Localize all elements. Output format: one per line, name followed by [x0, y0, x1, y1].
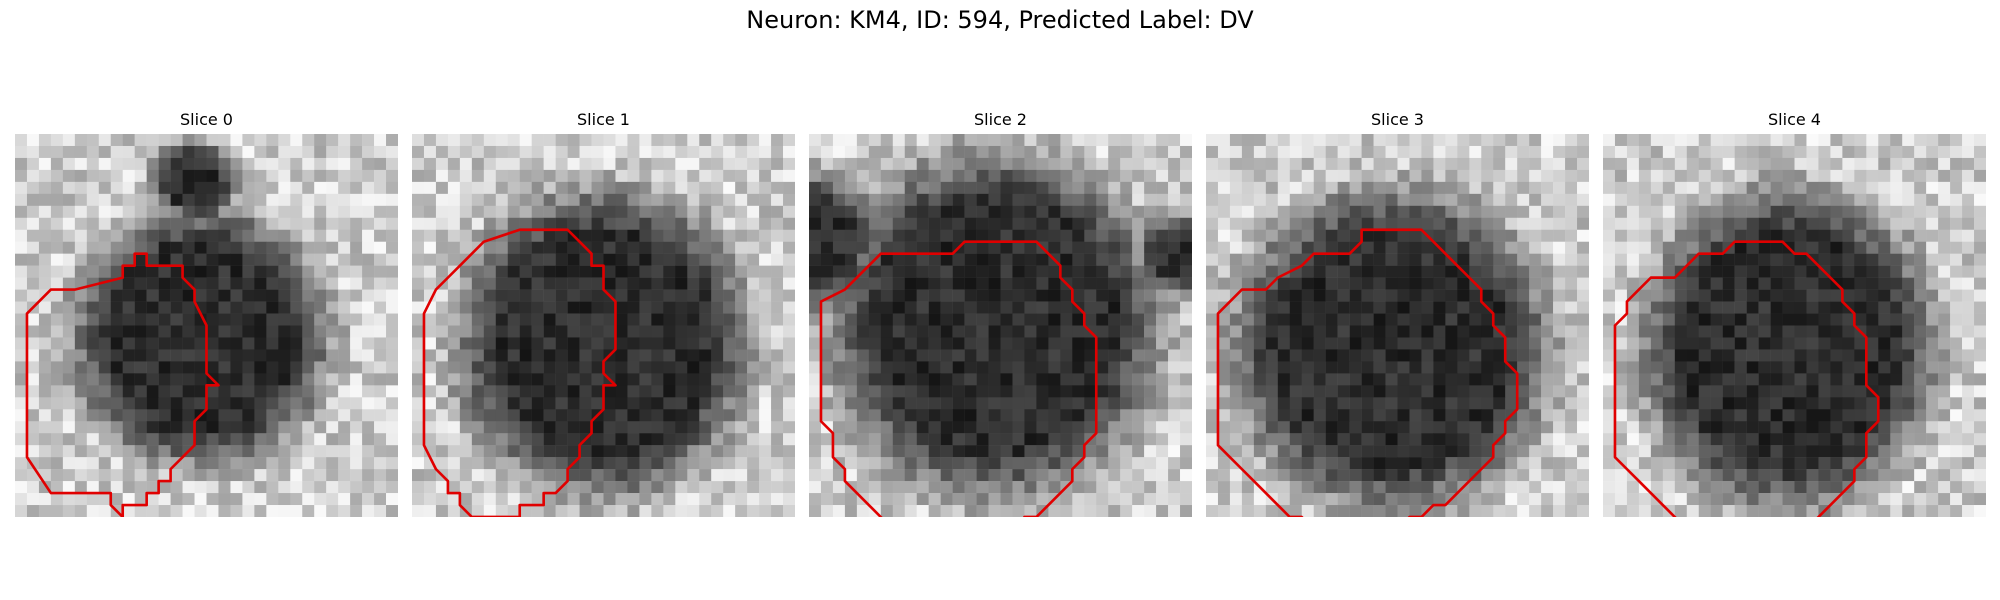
pixel-grid — [809, 134, 1192, 517]
slice-image — [15, 134, 398, 517]
slice-panel-2: Slice 2 — [809, 112, 1192, 517]
pixel-grid — [1206, 134, 1589, 517]
figure-title: Neuron: KM4, ID: 594, Predicted Label: D… — [746, 6, 1254, 34]
slice-title: Slice 0 — [180, 110, 233, 129]
slice-image — [1603, 134, 1986, 517]
pixel-grid — [1603, 134, 1986, 517]
slice-image — [1206, 134, 1589, 517]
slice-title: Slice 4 — [1768, 110, 1821, 129]
segmentation-contour — [819, 240, 1098, 517]
slice-image — [412, 134, 795, 517]
slice-title: Slice 3 — [1371, 110, 1424, 129]
slice-panel-1: Slice 1 — [412, 112, 795, 517]
segmentation-contour — [422, 228, 617, 517]
pixel-grid — [15, 134, 398, 517]
slice-title: Slice 1 — [577, 110, 630, 129]
segmentation-contour — [25, 252, 220, 517]
pixel-grid — [412, 134, 795, 517]
segmentation-contour — [1613, 240, 1880, 517]
slice-panel-4: Slice 4 — [1603, 112, 1986, 517]
slice-panel-3: Slice 3 — [1206, 112, 1589, 517]
slice-title: Slice 2 — [974, 110, 1027, 129]
segmentation-contour — [1216, 228, 1519, 517]
slice-panel-0: Slice 0 — [15, 112, 398, 517]
slice-image — [809, 134, 1192, 517]
